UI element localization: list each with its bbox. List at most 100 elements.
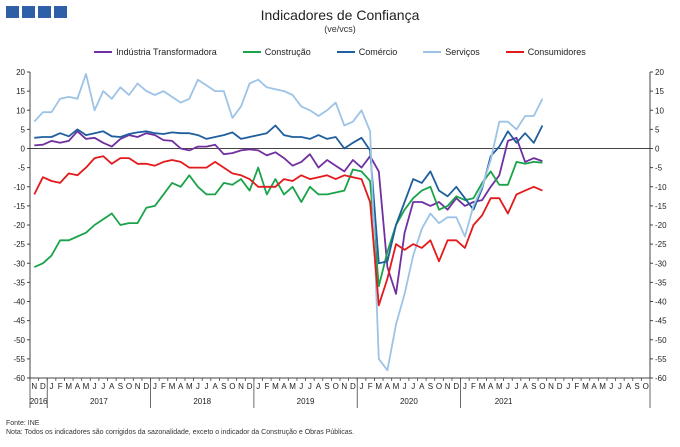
source-note: Fonte: INE xyxy=(6,420,40,427)
legend-swatch xyxy=(242,51,261,53)
y-tick-label-left: -10 xyxy=(13,183,25,192)
x-month-label: J xyxy=(463,382,467,391)
y-tick-label-right: 10 xyxy=(655,106,664,115)
y-tick-label-left: 10 xyxy=(16,106,25,115)
x-month-label: N xyxy=(135,382,141,391)
x-month-label: S xyxy=(634,382,639,391)
chart-legend: Indústria Transformadora Construção Comérc… xyxy=(0,47,680,57)
x-month-label: S xyxy=(118,382,123,391)
series-line-comercio xyxy=(34,124,544,265)
y-tick-label-left: 15 xyxy=(16,87,25,96)
y-tick-label-right: 5 xyxy=(655,125,660,134)
x-month-label: M xyxy=(479,382,486,391)
x-month-label: J xyxy=(205,382,209,391)
y-tick-label-right: 0 xyxy=(655,145,660,154)
x-month-label: D xyxy=(40,382,46,391)
x-month-label: J xyxy=(93,382,97,391)
x-year-label: 2016 xyxy=(30,397,48,406)
series-line-industria-transformadora xyxy=(34,130,543,295)
y-tick-label-left: -50 xyxy=(13,336,25,345)
x-month-label: J xyxy=(515,382,519,391)
y-tick-label-right: 20 xyxy=(655,68,664,77)
x-month-label: N xyxy=(548,382,554,391)
y-tick-label-right: -50 xyxy=(655,336,667,345)
x-month-label: O xyxy=(643,382,649,391)
y-tick-label-left: -60 xyxy=(13,374,25,383)
x-month-label: J xyxy=(196,382,200,391)
x-month-label: M xyxy=(186,382,193,391)
series-line-servicos xyxy=(33,73,544,372)
x-month-label: A xyxy=(75,382,81,391)
chart-subtitle: (ve/vcs) xyxy=(324,24,356,34)
legend-label: Consumidores xyxy=(527,47,586,57)
x-month-label: D xyxy=(350,382,356,391)
legend-swatch xyxy=(336,51,355,53)
y-tick-label-left: 20 xyxy=(16,68,25,77)
series-line-consumidores xyxy=(33,155,543,307)
legend-item-industria-transformadora: Indústria Transformadora xyxy=(94,47,217,57)
legend-swatch xyxy=(94,51,113,53)
y-tick-label-left: -55 xyxy=(13,355,25,364)
x-month-label: D xyxy=(247,382,253,391)
x-month-label: F xyxy=(264,382,269,391)
y-tick-label-right: -60 xyxy=(655,374,667,383)
y-tick-label-right: -20 xyxy=(655,221,667,230)
x-month-label: S xyxy=(324,382,329,391)
legend-label: Indústria Transformadora xyxy=(116,47,217,57)
y-tick-label-right: -25 xyxy=(655,240,667,249)
legend-swatch xyxy=(505,51,524,53)
legend-item-consumidores: Consumidores xyxy=(505,47,586,57)
x-month-label: O xyxy=(333,382,339,391)
x-month-label: J xyxy=(566,382,570,391)
y-tick-label-left: -20 xyxy=(13,221,25,230)
x-month-label: D xyxy=(453,382,459,391)
legend-item-servicos: Serviços xyxy=(423,47,480,57)
x-month-label: J xyxy=(411,382,415,391)
legend-label: Construção xyxy=(264,47,311,57)
x-month-label: A xyxy=(212,382,218,391)
y-tick-label-right: -40 xyxy=(655,298,667,307)
x-month-label: O xyxy=(539,382,545,391)
y-tick-label-left: -15 xyxy=(13,202,25,211)
x-month-label: J xyxy=(299,382,303,391)
x-month-label: S xyxy=(221,382,226,391)
x-year-label: 2017 xyxy=(90,397,108,406)
legend-label: Serviços xyxy=(445,47,480,57)
x-month-label: F xyxy=(161,382,166,391)
x-month-label: F xyxy=(368,382,373,391)
x-month-label: D xyxy=(557,382,563,391)
x-month-label: J xyxy=(360,382,364,391)
x-month-label: A xyxy=(109,382,115,391)
x-month-label: M xyxy=(65,382,72,391)
x-month-label: M xyxy=(169,382,176,391)
x-month-label: J xyxy=(609,382,613,391)
logo-block-3 xyxy=(38,6,51,18)
x-month-label: M xyxy=(582,382,589,391)
x-month-label: M xyxy=(289,382,296,391)
x-month-label: M xyxy=(393,382,400,391)
x-month-label: F xyxy=(574,382,579,391)
logo xyxy=(6,6,67,18)
y-tick-label-left: 0 xyxy=(21,145,26,154)
x-month-label: A xyxy=(591,382,597,391)
x-month-label: N xyxy=(445,382,451,391)
x-month-label: J xyxy=(101,382,105,391)
x-month-label: A xyxy=(522,382,528,391)
x-month-label: O xyxy=(229,382,235,391)
logo-block-2 xyxy=(22,6,35,18)
x-month-label: J xyxy=(50,382,54,391)
y-tick-label-right: 15 xyxy=(655,87,664,96)
x-month-label: A xyxy=(385,382,391,391)
y-tick-label-left: -30 xyxy=(13,259,25,268)
legend-item-comercio: Comércio xyxy=(336,47,397,57)
y-tick-label-left: -35 xyxy=(13,278,25,287)
x-month-label: O xyxy=(436,382,442,391)
x-year-label: 2019 xyxy=(297,397,315,406)
series-line-construcao xyxy=(33,160,543,288)
x-month-label: J xyxy=(153,382,157,391)
y-tick-label-left: 5 xyxy=(21,125,26,134)
y-tick-label-right: -15 xyxy=(655,202,667,211)
y-tick-label-left: -5 xyxy=(18,164,26,173)
x-year-label: 2018 xyxy=(193,397,211,406)
x-month-label: N xyxy=(238,382,244,391)
